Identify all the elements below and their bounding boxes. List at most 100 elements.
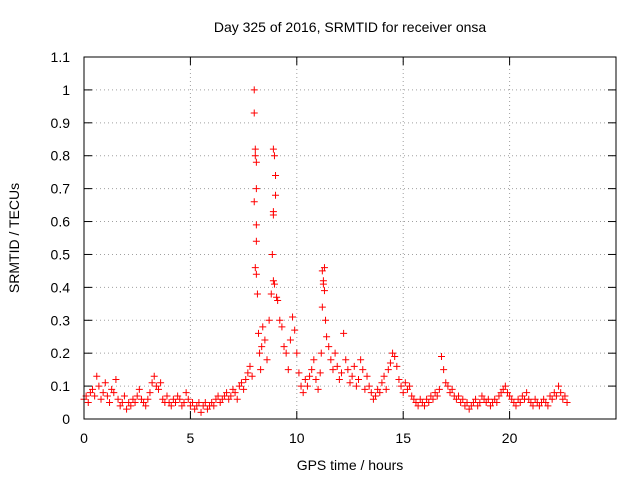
- grid-lines: [84, 57, 616, 419]
- data-point: [93, 372, 101, 380]
- axis-ticks: [83, 56, 616, 420]
- data-point: [237, 379, 245, 387]
- data-point: [331, 349, 339, 357]
- data-point: [382, 385, 390, 393]
- data-point: [406, 382, 414, 390]
- y-tick-label: 0.4: [51, 279, 71, 295]
- data-point: [157, 379, 165, 387]
- data-point: [95, 382, 103, 390]
- data-point: [484, 395, 492, 403]
- data-point: [344, 366, 352, 374]
- data-point: [299, 389, 307, 397]
- data-point: [429, 395, 437, 403]
- data-point: [89, 385, 97, 393]
- data-point: [201, 399, 209, 407]
- data-point: [227, 392, 235, 400]
- data-point: [270, 280, 278, 288]
- x-tick-labels: 0 5 10 15 20: [80, 430, 517, 446]
- data-point: [286, 336, 294, 344]
- data-point: [127, 402, 135, 410]
- data-points: [80, 86, 571, 416]
- data-point: [448, 385, 456, 393]
- data-point: [327, 356, 335, 364]
- y-tick-label: 0.3: [51, 312, 71, 328]
- data-point: [250, 198, 258, 206]
- data-point: [312, 376, 320, 384]
- data-point: [365, 382, 373, 390]
- data-point: [282, 349, 290, 357]
- y-tick-label: 1: [62, 82, 70, 98]
- data-point: [384, 366, 392, 374]
- data-point: [197, 408, 205, 416]
- data-point: [555, 382, 563, 390]
- data-point: [435, 385, 443, 393]
- data-point: [516, 399, 524, 407]
- data-point: [314, 385, 322, 393]
- data-point: [167, 402, 175, 410]
- data-point: [242, 376, 250, 384]
- data-point: [123, 405, 131, 413]
- data-point: [440, 366, 448, 374]
- x-tick-label: 5: [187, 430, 195, 446]
- data-point: [223, 389, 231, 397]
- data-point: [414, 402, 422, 410]
- data-point: [268, 250, 276, 258]
- data-point: [106, 399, 114, 407]
- data-point: [101, 379, 109, 387]
- data-point: [493, 399, 501, 407]
- data-point: [272, 171, 280, 179]
- data-point: [295, 369, 303, 377]
- data-point: [333, 362, 341, 370]
- data-point: [280, 343, 288, 351]
- data-point: [393, 362, 401, 370]
- data-point: [357, 356, 365, 364]
- data-point: [244, 369, 252, 377]
- x-tick-label: 20: [502, 430, 518, 446]
- data-point: [146, 389, 154, 397]
- data-point: [563, 399, 571, 407]
- data-point: [252, 185, 260, 193]
- data-point: [397, 382, 405, 390]
- data-point: [250, 86, 258, 94]
- data-point: [293, 349, 301, 357]
- data-point: [163, 392, 171, 400]
- y-tick-label: 0.1: [51, 378, 71, 394]
- y-tick-label: 0: [62, 411, 70, 427]
- data-point: [323, 333, 331, 341]
- data-point: [395, 376, 403, 384]
- data-point: [269, 277, 277, 285]
- data-point: [557, 389, 565, 397]
- y-tick-label: 0.8: [51, 148, 71, 164]
- data-point: [84, 399, 92, 407]
- data-point: [552, 392, 560, 400]
- data-point: [337, 369, 345, 377]
- data-point: [133, 392, 141, 400]
- data-point: [376, 389, 384, 397]
- data-point: [252, 270, 260, 278]
- data-point: [367, 389, 375, 397]
- data-point: [291, 326, 299, 334]
- data-point: [265, 316, 273, 324]
- data-point: [97, 395, 105, 403]
- data-point: [278, 323, 286, 331]
- data-point: [529, 402, 537, 410]
- data-point: [320, 287, 328, 295]
- data-point: [335, 376, 343, 384]
- data-point: [306, 372, 314, 380]
- data-point: [425, 399, 433, 407]
- data-point: [250, 109, 258, 117]
- data-point: [254, 329, 262, 337]
- data-point: [144, 395, 152, 403]
- data-point: [210, 402, 218, 410]
- data-point: [251, 145, 259, 153]
- data-point: [378, 379, 386, 387]
- data-point: [182, 389, 190, 397]
- data-point: [257, 366, 265, 374]
- data-point: [272, 191, 280, 199]
- data-point: [444, 382, 452, 390]
- data-point: [297, 382, 305, 390]
- data-point: [150, 372, 158, 380]
- x-tick-label: 15: [395, 430, 411, 446]
- data-point: [348, 372, 356, 380]
- data-point: [270, 152, 278, 160]
